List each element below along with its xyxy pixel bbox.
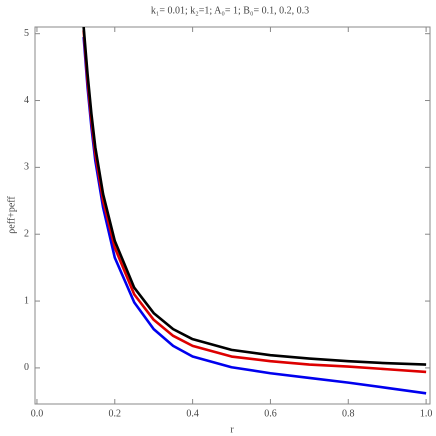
y-axis-label: ρeff+peff — [6, 196, 17, 234]
x-tick-label: 0.4 — [186, 408, 199, 419]
y-tick-label: 0 — [24, 362, 29, 373]
y-tick-label: 2 — [24, 229, 29, 240]
x-tick-label: 0.8 — [342, 408, 355, 419]
series-line — [82, 36, 427, 395]
y-tick-label: 3 — [24, 162, 29, 173]
plot-frame — [34, 26, 431, 405]
series-line — [82, 30, 427, 374]
y-tick-label: 4 — [24, 95, 29, 106]
x-tick-label: 0.6 — [264, 408, 277, 419]
x-tick-label: 1.0 — [420, 408, 433, 419]
x-tick-label: 0.0 — [31, 408, 44, 419]
series-line — [82, 27, 427, 366]
x-axis-label: r — [230, 424, 234, 435]
x-tick-label: 0.2 — [109, 408, 122, 419]
chart-title: k₁= 0.01; k₂=1; A₀= 1; B₀= 0.1, 0.2, 0.3 — [151, 5, 309, 16]
y-tick-label: 5 — [24, 28, 29, 39]
y-tick-label: 1 — [24, 295, 29, 306]
